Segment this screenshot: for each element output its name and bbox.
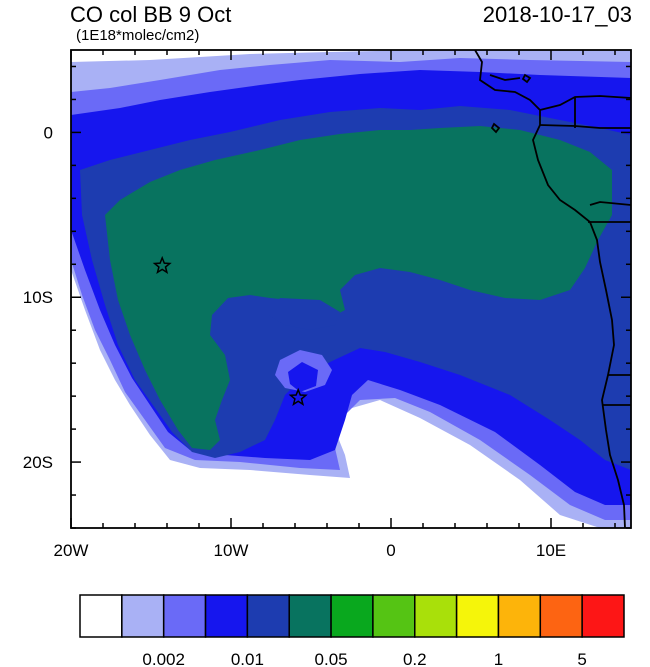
map-datetime: 2018-10-17_03 <box>482 2 632 27</box>
colorbar-swatch <box>162 594 207 638</box>
colorbar: 0.002 0.01 0.05 0.2 1 5 <box>79 594 625 667</box>
colorbar-swatch <box>372 594 416 638</box>
axis-ticks <box>70 50 631 529</box>
colorbar-swatch <box>79 594 123 638</box>
coastline <box>474 50 631 528</box>
field-inner-patch <box>268 298 340 330</box>
colorbar-swatch <box>288 594 332 638</box>
colorbar-swatch <box>204 594 249 638</box>
colorbar-swatch <box>246 594 290 638</box>
colorbar-swatch <box>581 594 625 638</box>
colorbar-label: 0.05 <box>315 650 348 667</box>
colorbar-swatch <box>497 594 542 638</box>
map-units: (1E18*molec/cm2) <box>76 27 200 44</box>
x-tick-label: 10W <box>214 541 249 560</box>
field-inner-patch-3 <box>288 362 318 392</box>
source-markers <box>152 255 308 406</box>
colorbar-label: 0.01 <box>231 650 264 667</box>
y-tick-label: 20S <box>23 453 53 472</box>
map-title: CO col BB 9 Oct <box>70 2 232 27</box>
plot-frame <box>70 49 632 529</box>
star-marker-1 <box>152 255 172 275</box>
colorbar-swatch <box>539 594 583 638</box>
star-marker-2 <box>288 387 308 406</box>
colorbar-label: 0.002 <box>142 650 185 667</box>
y-tick-label: 10S <box>23 288 53 307</box>
colorbar-label: 0.2 <box>403 650 427 667</box>
colorbar-swatch <box>121 594 165 638</box>
x-tick-label: 0 <box>386 541 395 560</box>
axis-labels: 20W 10W 0 10E 0 10S 20S <box>23 123 566 560</box>
colorbar-label: 1 <box>494 650 503 667</box>
colorbar-label: 5 <box>577 650 586 667</box>
field-level-5 <box>105 126 612 450</box>
concentration-field <box>71 50 631 528</box>
colorbar-swatch <box>330 594 374 638</box>
y-tick-label: 0 <box>44 123 53 142</box>
colorbar-swatch <box>414 594 458 638</box>
x-tick-label: 20W <box>54 541 89 560</box>
colorbar-swatch <box>455 594 500 638</box>
x-tick-label: 10E <box>536 541 566 560</box>
